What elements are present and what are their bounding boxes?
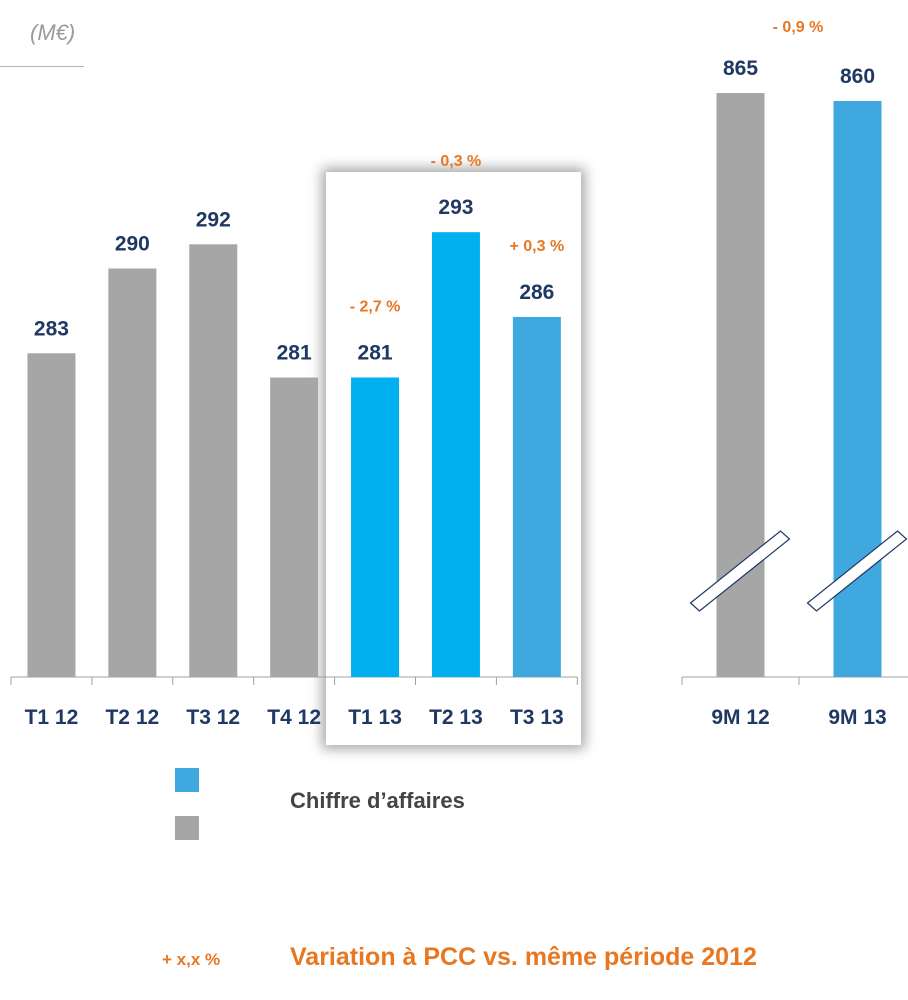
bar [270, 377, 319, 677]
x-tick-label: 9M 12 [711, 706, 769, 729]
legend-variation-label: Variation à PCC vs. même période 2012 [290, 943, 757, 971]
axis-break-marker [689, 530, 791, 612]
value-label: 860 [840, 65, 875, 88]
value-label: 290 [115, 233, 150, 256]
variation-label: + 0,3 % [509, 238, 564, 255]
x-tick-label: 9M 13 [828, 706, 886, 729]
variation-label: - 0,3 % [431, 153, 482, 170]
value-label: 281 [277, 342, 312, 365]
x-tick-label: T2 12 [105, 706, 159, 729]
bar [108, 268, 157, 677]
variation-label: - 2,7 % [350, 299, 401, 316]
x-tick-label: T2 13 [429, 706, 483, 729]
unit-divider [0, 66, 84, 67]
bar [431, 232, 480, 677]
value-label: 293 [438, 196, 473, 219]
unit-label: (M€) [30, 20, 76, 45]
bar [189, 244, 238, 677]
bar [27, 353, 76, 677]
x-tick-label: T3 13 [510, 706, 564, 729]
value-label: 286 [519, 281, 554, 304]
legend-swatch-current [175, 768, 199, 792]
value-label: 292 [196, 208, 231, 231]
axis-break-marker [806, 530, 908, 612]
x-tick-label: T4 12 [267, 706, 321, 729]
legend-variation-sample: + x,x % [162, 950, 221, 969]
bar-charts: 283 T1 12 290 T2 12 292 T3 12 281 T4 12 281 T1 13… [10, 19, 908, 729]
value-label: 865 [723, 57, 758, 80]
variation-label: - 0,9 % [773, 19, 824, 36]
x-tick-label: T1 12 [25, 706, 79, 729]
bar [512, 316, 561, 677]
legend-swatch-previous [175, 816, 199, 840]
x-tick-label: T1 13 [348, 706, 402, 729]
value-label: 281 [358, 342, 393, 365]
value-label: 283 [34, 317, 69, 340]
x-tick-label: T3 12 [186, 706, 240, 729]
legend-label: Chiffre d’affaires [290, 788, 465, 813]
bar [351, 377, 400, 677]
